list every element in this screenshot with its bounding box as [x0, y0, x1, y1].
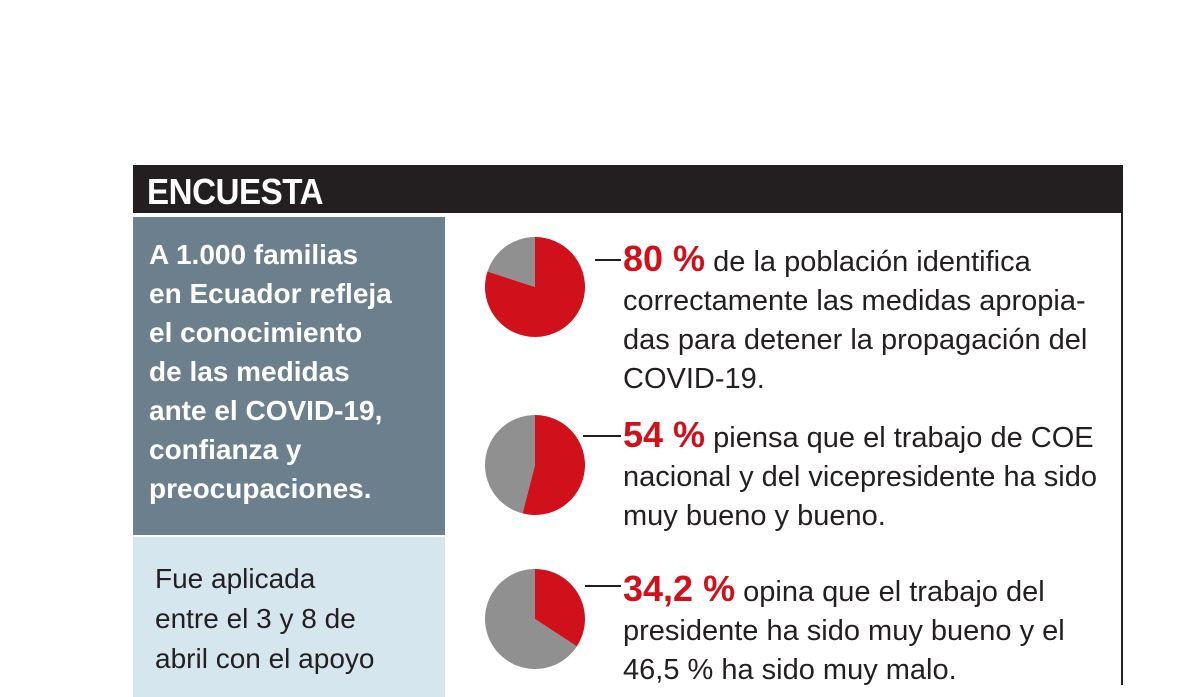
pie-1-accent-slice: [485, 237, 585, 337]
stat-percent-1: 80 %: [623, 238, 706, 279]
method-panel: Fue aplicada entre el 3 y 8 de abril con…: [133, 537, 445, 697]
intro-line: ante el COVID-19,: [149, 395, 383, 426]
connector-line-3: [585, 585, 621, 587]
pie-chart-2: [485, 415, 585, 515]
stat-text-2: 54 % piensa que el trabajo de COE nacion…: [623, 415, 1103, 536]
pie-3-rest-slice: [485, 569, 577, 669]
stat-line: 46,5 % ha sido muy malo.: [623, 654, 957, 686]
intro-line: en Ecuador refleja: [149, 278, 392, 309]
header-title: ENCUESTA: [147, 171, 324, 212]
stat-line: nacional y del vicepresidente ha sido: [623, 461, 1097, 493]
intro-line: preocupaciones.: [149, 473, 372, 504]
stat-percent-2: 54 %: [623, 414, 706, 455]
pie-2-rest-slice: [485, 415, 535, 514]
intro-panel: A 1.000 familias en Ecuador refleja el c…: [133, 217, 445, 535]
stat-line: das para detener la propagación del: [623, 324, 1088, 356]
stat-line: presidente ha sido muy bueno y el: [623, 615, 1065, 647]
stat-line: correctamente las medidas apropia-: [623, 285, 1086, 317]
intro-line: A 1.000 familias: [149, 239, 359, 270]
stat-text-3: 34,2 % opina que el trabajo del presiden…: [623, 569, 1103, 690]
pie-chart-1: [485, 237, 585, 337]
method-line: entre el 3 y 8 de: [155, 603, 356, 634]
connector-line-1: [595, 259, 621, 261]
method-line: abril con el apoyo: [155, 643, 375, 674]
intro-line: confianza y: [149, 434, 302, 465]
stat-line: de la población identifica: [713, 246, 1031, 278]
connector-line-2: [583, 435, 621, 437]
stat-line: COVID-19.: [623, 363, 765, 395]
pie-chart-3: [485, 569, 585, 669]
header-bar: ENCUESTA: [133, 165, 1123, 213]
intro-line: el conocimiento: [149, 317, 363, 348]
pie-3-accent-slice: [535, 569, 585, 647]
method-line: Fue aplicada: [155, 563, 316, 594]
stat-percent-3: 34,2 %: [623, 568, 736, 609]
stat-line: muy bueno y bueno.: [623, 500, 886, 532]
intro-text: A 1.000 familias en Ecuador refleja el c…: [149, 235, 439, 508]
survey-card: ENCUESTA A 1.000 familias en Ecuador ref…: [133, 165, 1123, 697]
intro-line: de las medidas: [149, 356, 350, 387]
stat-line: opina que el trabajo del: [743, 576, 1045, 608]
stat-line: piensa que el trabajo de COE: [713, 422, 1094, 454]
pie-1-rest-slice: [487, 237, 535, 287]
stat-text-1: 80 % de la población identifica correcta…: [623, 239, 1103, 399]
pie-2-accent-slice: [522, 415, 585, 515]
method-text: Fue aplicada entre el 3 y 8 de abril con…: [155, 559, 435, 679]
